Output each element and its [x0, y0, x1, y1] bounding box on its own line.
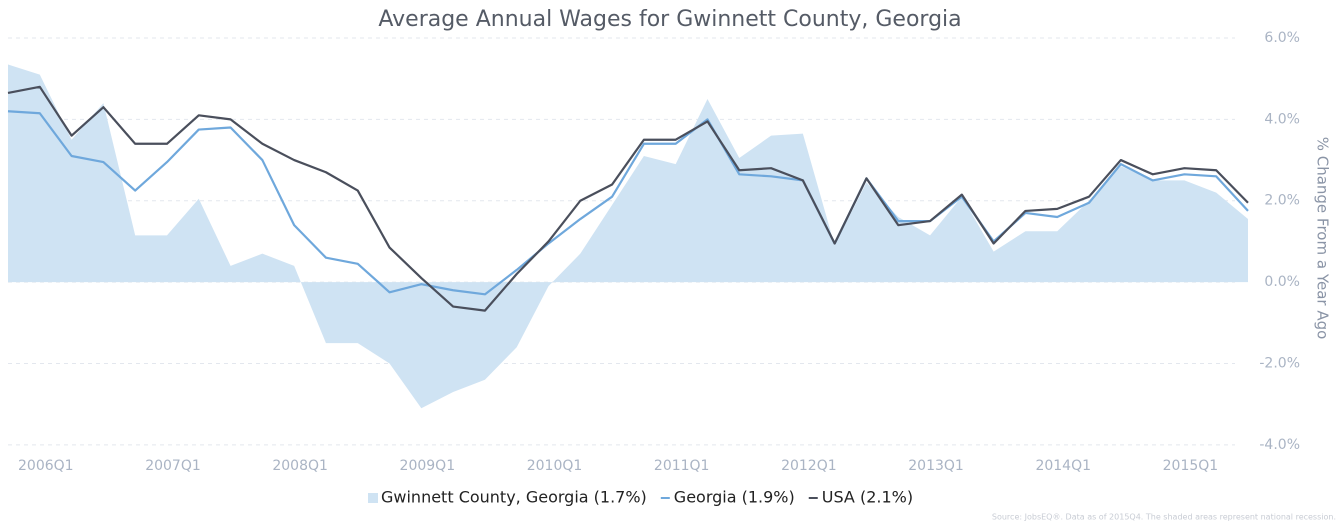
chart-title: Average Annual Wages for Gwinnett County… [378, 7, 961, 32]
legend-swatch [368, 493, 378, 503]
x-tick-label: 2007Q1 [145, 458, 201, 474]
x-tick-label: 2014Q1 [1035, 458, 1091, 474]
x-tick-label: 2011Q1 [654, 458, 710, 474]
y-tick-label: 2.0% [1264, 193, 1300, 209]
legend: Gwinnett County, Georgia (1.7%) Georgia (… [368, 488, 913, 507]
line [7, 110, 1249, 296]
x-tick-label: 2012Q1 [781, 458, 837, 474]
source-note: Source: JobsEQ®. Data as of 2015Q4. The … [992, 513, 1336, 522]
area [8, 64, 1248, 409]
y-tick-label: 4.0% [1264, 111, 1300, 127]
y-axis-label: % Change From a Year Ago [1314, 137, 1332, 340]
x-tick-label: 2009Q1 [400, 458, 456, 474]
y-tick-label: -4.0% [1259, 437, 1300, 453]
legend-label: Gwinnett County, Georgia (1.7%) [381, 488, 647, 507]
x-tick-label: 2015Q1 [1163, 458, 1219, 474]
legend-label: USA (2.1%) [822, 488, 913, 507]
y-tick-label: 6.0% [1264, 30, 1300, 46]
x-tick-label: 2006Q1 [18, 458, 74, 474]
x-tick-label: 2010Q1 [527, 458, 583, 474]
y-tick-label: -2.0% [1259, 355, 1300, 371]
x-tick-label: 2008Q1 [272, 458, 328, 474]
x-tick-label: 2013Q1 [908, 458, 964, 474]
y-tick-label: 0.0% [1264, 274, 1300, 290]
legend-label: Georgia (1.9%) [674, 488, 795, 507]
line [7, 85, 1249, 312]
